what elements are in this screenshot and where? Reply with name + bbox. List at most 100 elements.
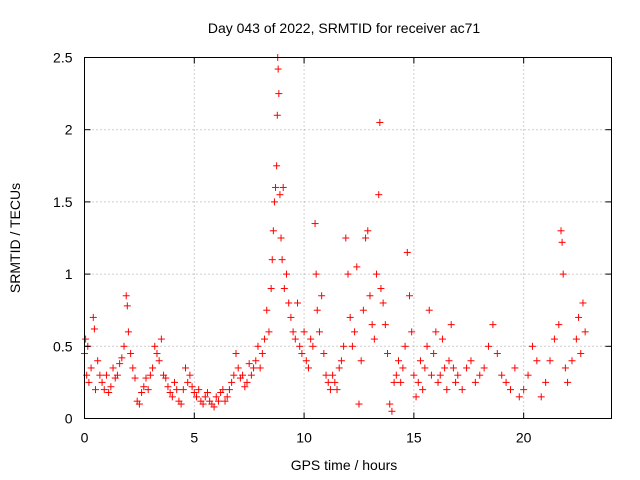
data-point [118,354,126,362]
data-point [212,393,220,401]
plot-frame [84,57,612,419]
data-point [287,313,295,321]
data-point [324,378,332,386]
data-point [416,357,424,365]
y-tick-label: 1 [65,266,73,282]
data-point [276,191,284,199]
data-point [250,364,258,372]
data-point [275,90,283,98]
chart-title: Day 043 of 2022, SRMTID for receiver ac7… [208,20,481,36]
y-tick-label: 0 [65,411,73,427]
data-point [296,342,304,350]
data-point [234,364,242,372]
data-point [85,378,93,386]
data-point [511,364,519,372]
y-tick-label: 1.5 [53,194,73,210]
data-point [223,393,231,401]
data-point [261,335,269,343]
data-point [302,357,310,365]
data-point [326,386,334,394]
data-point [293,299,301,307]
data-point [555,321,563,329]
data-point [351,328,359,336]
data-point [403,248,411,256]
data-point [166,389,174,397]
data-point [395,357,403,365]
data-point [82,335,90,343]
data-point [230,371,238,379]
y-tick-label: 2 [65,122,73,138]
data-point [533,357,541,365]
data-point [135,400,143,408]
data-point [384,350,392,358]
data-point [304,364,312,372]
data-point [337,357,345,365]
data-point [138,389,146,397]
data-point [157,335,165,343]
data-point [359,306,367,314]
data-point [291,335,299,343]
data-point [432,328,440,336]
data-point [102,371,110,379]
grid [84,57,612,419]
data-point [87,364,95,372]
data-point [485,342,493,350]
data-point [318,292,326,300]
data-point [203,389,211,397]
data-point [577,350,585,358]
data-point [463,364,471,372]
data-point [100,386,108,394]
data-point [419,386,427,394]
data-point [390,378,398,386]
data-point [550,335,558,343]
data-point [241,383,249,391]
data-point [256,364,264,372]
data-point [98,378,106,386]
data-points [81,54,589,415]
data-point [195,386,203,394]
data-point [452,378,460,386]
data-point [568,357,576,365]
data-point [184,378,192,386]
data-point [113,371,121,379]
data-point [364,227,372,235]
data-point [375,191,383,199]
data-point [258,350,266,358]
data-point [171,378,179,386]
data-point [279,183,287,191]
data-point [214,397,222,405]
data-point [423,342,431,350]
data-point [414,378,422,386]
data-point [368,321,376,329]
x-tick-label: 5 [190,430,198,446]
data-point [273,162,281,170]
data-point [410,371,418,379]
data-point [392,371,400,379]
data-point [454,371,462,379]
data-point [436,371,444,379]
data-point [311,220,319,228]
data-point [270,198,278,206]
data-point [201,393,209,401]
data-point [129,364,137,372]
data-point [149,364,157,372]
data-point [96,371,104,379]
data-point [441,364,449,372]
data-point [91,386,99,394]
data-point [467,357,475,365]
data-point [355,400,363,408]
data-point [421,364,429,372]
data-point [142,374,150,382]
data-point [329,371,337,379]
data-point [362,234,370,242]
data-point [561,364,569,372]
data-point [120,342,128,350]
data-point [401,342,409,350]
data-point [283,270,291,278]
data-point [412,393,420,401]
data-point [263,306,271,314]
data-point [123,302,131,310]
data-point [289,328,297,336]
data-point [575,313,583,321]
data-point [94,357,102,365]
